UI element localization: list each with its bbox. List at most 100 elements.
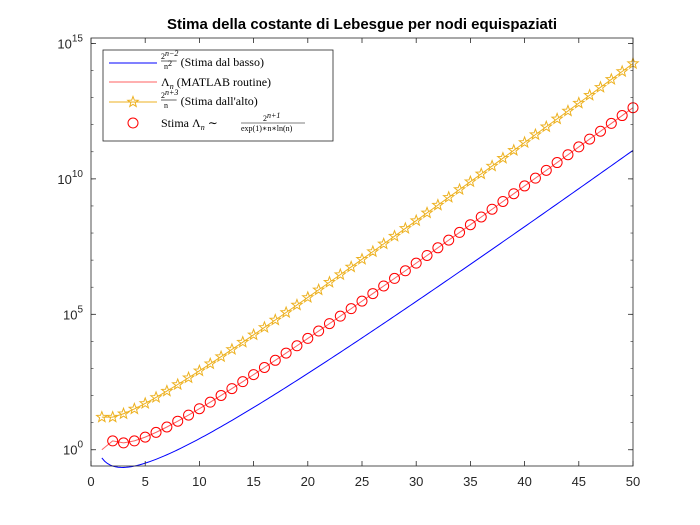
x-tick-label: 20: [301, 474, 315, 489]
upper-bound-star-marker: [561, 104, 575, 117]
x-tick-label: 10: [192, 474, 206, 489]
legend-label-lower-bound: (Stima dal basso): [181, 55, 264, 69]
upper-bound-star-marker: [615, 64, 629, 78]
estimate-circle-marker: [584, 133, 596, 145]
upper-bound-star-marker: [290, 298, 304, 311]
legend-circle-icon: [127, 117, 139, 129]
legend-label-estimate: Stima Λn ∼: [161, 116, 218, 132]
x-tick-label: 35: [463, 474, 477, 489]
x-tick-label: 25: [355, 474, 369, 489]
upper-bound-star-marker: [366, 244, 380, 258]
legend-upper-bound-numerator: 2n+3: [161, 88, 178, 100]
x-tick-label: 15: [246, 474, 260, 489]
upper-bound-star-marker: [420, 205, 434, 219]
upper-bound-star-marker: [312, 282, 326, 296]
estimate-circle-marker: [204, 396, 216, 408]
estimate-circle-marker: [519, 180, 531, 192]
y-tick-label: 105: [63, 304, 83, 322]
estimate-circle-marker: [345, 303, 357, 315]
upper-bound-star-marker: [116, 406, 131, 420]
estimate-circle-marker: [421, 249, 433, 261]
estimate-circle-marker: [399, 265, 411, 277]
legend-upper-bound-denominator: n: [164, 101, 168, 110]
estimate-circle-marker: [237, 376, 249, 388]
upper-bound-star-marker: [181, 370, 196, 384]
upper-bound-star-marker: [474, 166, 488, 180]
estimate-circle-marker: [605, 117, 617, 129]
estimate-circle-marker: [367, 288, 379, 300]
y-tick-label: 1010: [57, 169, 83, 187]
upper-bound-star-marker: [539, 119, 553, 133]
estimate-circle-marker: [302, 332, 314, 344]
upper-bound-star-marker: [225, 342, 239, 356]
upper-bound-star-marker: [138, 396, 152, 410]
estimate-circle-marker: [313, 325, 325, 337]
legend-label-upper-bound: (Stima dall'alto): [181, 94, 258, 108]
upper-bound-star-marker: [257, 320, 272, 334]
upper-bound-star-marker: [333, 267, 347, 281]
x-tick-label: 40: [517, 474, 531, 489]
legend-estimate-denominator: exp(1)∗n∗ln(n): [241, 124, 293, 133]
legend: 2n−2n2 (Stima dal basso) Λn (MATLAB routin…: [102, 49, 334, 142]
x-tick-label: 45: [572, 474, 586, 489]
upper-bound-star-marker: [398, 221, 412, 235]
estimate-circle-marker: [269, 354, 281, 366]
upper-bound-star-marker: [279, 305, 293, 319]
estimate-circle-marker: [378, 280, 390, 292]
upper-bound-star-marker: [95, 410, 109, 423]
estimate-circle-marker: [139, 431, 151, 443]
upper-bound-star-marker: [485, 159, 499, 172]
upper-bound-star-marker: [214, 349, 228, 363]
estimate-circle-marker: [248, 369, 260, 381]
upper-bound-star-marker: [236, 335, 250, 348]
estimate-circle-marker: [258, 362, 270, 373]
upper-bound-star-marker: [583, 88, 597, 101]
estimate-circle-marker: [323, 318, 335, 330]
x-tick-label: 30: [409, 474, 423, 489]
estimate-circle-marker: [594, 125, 606, 137]
chart-title: Stima della costante di Lebesgue per nod…: [167, 16, 557, 33]
y-tick-label: 100: [63, 440, 83, 458]
estimate-circle-marker: [128, 435, 140, 447]
upper-bound-star-marker: [518, 135, 532, 149]
upper-bound-star-marker: [171, 377, 185, 391]
legend-lower-bound-denominator: n2: [164, 59, 172, 71]
upper-bound-star-marker: [572, 96, 586, 109]
estimate-circle-marker: [291, 340, 303, 352]
upper-bound-star-marker: [431, 198, 445, 211]
estimate-circle-marker: [107, 435, 119, 447]
legend-estimate-numerator: 2n+1: [263, 111, 280, 123]
upper-bound-star-marker: [160, 384, 174, 397]
estimate-circle-marker: [454, 226, 466, 238]
upper-bound-star-marker: [192, 363, 206, 377]
estimate-circle-marker: [464, 219, 476, 231]
estimate-circle-marker: [616, 110, 628, 122]
upper-bound-star-marker: [593, 80, 608, 93]
upper-bound-star-marker: [355, 252, 369, 265]
estimate-circle-marker: [508, 188, 520, 200]
estimate-circle-marker: [193, 403, 205, 415]
estimate-circle-marker: [497, 195, 509, 207]
upper-bound-star-marker: [442, 190, 456, 203]
x-tick-label: 0: [87, 474, 94, 489]
series-lower-bound-line: [101, 149, 634, 468]
x-tick-label: 5: [142, 474, 149, 489]
upper-bound-star-marker: [550, 111, 564, 125]
estimate-circle-marker: [161, 421, 173, 433]
estimate-circle-marker: [150, 426, 162, 438]
upper-bound-star-marker: [301, 290, 315, 304]
upper-bound-star-marker: [528, 127, 543, 141]
estimate-circle-marker: [389, 272, 401, 284]
upper-bound-star-marker: [377, 236, 391, 250]
legend-box: [102, 49, 334, 142]
legend-lower-bound-numerator: 2n−2: [161, 49, 178, 61]
estimate-circle-marker: [172, 415, 184, 427]
series-upper-bound-line: [101, 63, 634, 418]
legend-star-icon: [126, 95, 140, 108]
estimate-circle-marker: [551, 157, 563, 169]
estimate-circle-marker: [562, 149, 574, 161]
upper-bound-star-marker: [344, 260, 358, 273]
estimate-circle-marker: [410, 257, 422, 269]
